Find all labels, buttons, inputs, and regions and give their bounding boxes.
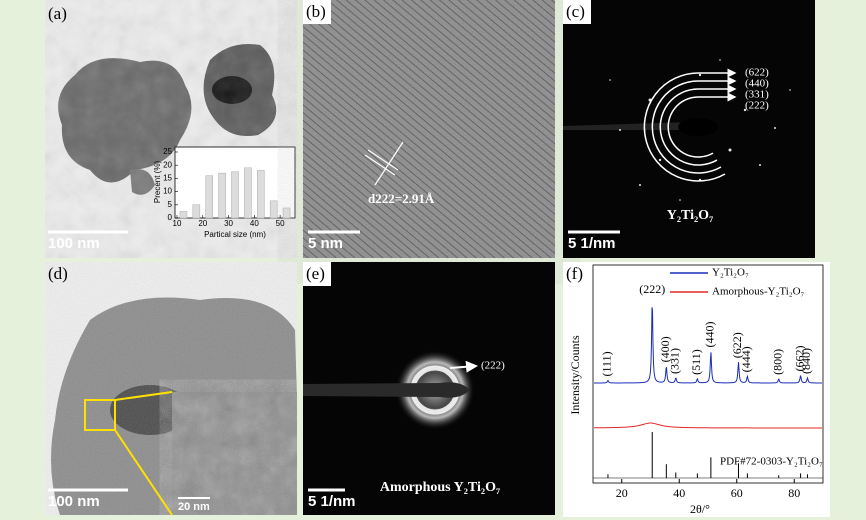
xrd-pattern [594,422,822,429]
peak-label: (511) [689,349,703,375]
zoom-line [114,391,173,401]
histogram-bar [179,211,188,219]
peak-label: (800) [770,349,784,375]
peak-label: (622) [730,332,744,358]
y-tick-label: 10 [163,187,172,196]
hrtem-image [303,0,555,258]
x-tick-label: 30 [224,219,233,228]
label-box [303,0,331,24]
x-tick-label: 60 [731,486,743,500]
histogram-bar [282,207,291,219]
histogram-bar [244,167,252,219]
caption: Y₂Ti₂O₇ [667,208,714,223]
peak-label: (400) [658,336,672,362]
peak-label: (440) [703,321,717,347]
peak-label: (840) [799,348,813,374]
label-box [563,0,591,24]
ring-label: (440) [745,78,769,90]
caption: Amorphous Y₂Ti₂O₇ [380,480,500,495]
x-tick-label: 80 [788,486,800,500]
x-tick-label: 20 [198,219,207,228]
panel-label: (d) [48,264,68,283]
x-axis-label: Partical size (nm) [204,230,266,239]
saed-amorphous [303,262,555,515]
scale-bar-label: 20 nm [178,501,210,513]
histogram-bar [231,171,239,219]
y-tick-label: 5 [168,200,173,209]
histogram-bar [257,170,265,219]
legend-label: Amorphous-Y₂Ti₂O₇ [712,286,805,298]
diffraction-ring [667,97,735,158]
histogram-bar [192,204,201,219]
plot-frame [592,264,824,484]
histogram-bar [269,200,278,219]
y-tick-label: 25 [163,147,172,156]
peak-label: (111) [600,351,614,376]
y-axis-label: Precent (%) [153,161,162,204]
histogram-bar [218,172,226,219]
x-tick-label: 40 [250,219,259,228]
xrd-panel [563,262,830,517]
label-box [303,262,331,286]
y-axis-label: Intensity/Counts [568,335,582,415]
d-spacing: d222=2.91Å [368,191,435,206]
panel-label: (a) [48,4,67,23]
histogram-bar [205,175,213,219]
saed-pattern [563,0,815,258]
tem-image-d [45,262,297,515]
peak-label: (331) [668,348,682,374]
panel-label: (e) [306,264,325,283]
x-tick-label: 40 [673,486,685,500]
x-tick-label: 10 [173,219,182,228]
x-axis-label: 2θ/° [690,502,710,516]
reference-label: PDF#72-0303-Y₂Ti₂O₇ [720,456,823,468]
ring-label: (222) [745,100,769,112]
xrd-pattern [594,307,822,384]
y-tick-label: 20 [163,160,172,169]
peak-label: (444) [739,346,753,372]
scale-bar-label: 100 nm [48,235,100,252]
y-tick-label: 15 [163,174,172,183]
scale-bar-label: 5 1/nm [568,235,616,252]
scale-bar-label: 5 nm [308,235,343,252]
legend-label: Y₂Ti₂O₇ [712,267,749,279]
x-tick-label: 20 [616,486,628,500]
peak-label: (222) [639,282,665,296]
scale-bar-label: 100 nm [48,493,100,510]
peak-label: (662) [792,346,806,372]
panel-label: (f) [566,264,583,283]
zoom-line [114,429,173,516]
x-tick-label: 50 [276,219,285,228]
ring-label: (622) [745,67,769,79]
panel-label: (c) [566,2,585,21]
ring-label: (222) [481,360,505,372]
scale-bar-label: 5 1/nm [308,493,356,510]
y-tick-label: 0 [168,213,173,222]
zoom-box [84,399,116,431]
panel-label: (b) [306,2,326,21]
ring-label: (331) [745,89,769,101]
